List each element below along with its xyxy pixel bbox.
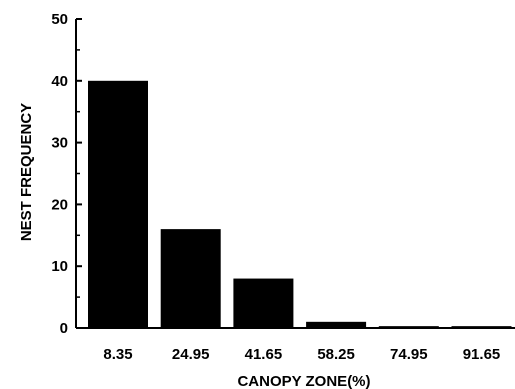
bar	[306, 321, 367, 328]
y-tick-label: 10	[51, 258, 68, 275]
y-tick-label: 50	[51, 11, 68, 28]
x-tick-label: 41.65	[245, 346, 283, 363]
x-axis-tick-labels: 8.35 24.95 41.65 58.25 74.95 91.65	[103, 346, 500, 363]
y-axis-title: NEST FREQUENCY	[18, 103, 35, 241]
bars	[88, 80, 512, 328]
y-tick-label: 20	[51, 196, 68, 213]
y-tick-label: 40	[51, 73, 68, 90]
x-tick-label: 91.65	[463, 346, 501, 363]
x-axis-title: CANOPY ZONE(%)	[237, 373, 370, 389]
y-axis-ticks: 0 10 20 30 40 50	[51, 11, 82, 337]
x-tick-label: 74.95	[390, 346, 428, 363]
bar	[160, 229, 221, 328]
x-tick-label: 24.95	[172, 346, 210, 363]
bar	[233, 278, 294, 328]
y-tick-label: 0	[60, 320, 68, 337]
x-tick-label: 58.25	[317, 346, 355, 363]
y-tick-label: 30	[51, 135, 68, 152]
x-tick-label: 8.35	[103, 346, 132, 363]
bar	[88, 80, 148, 328]
